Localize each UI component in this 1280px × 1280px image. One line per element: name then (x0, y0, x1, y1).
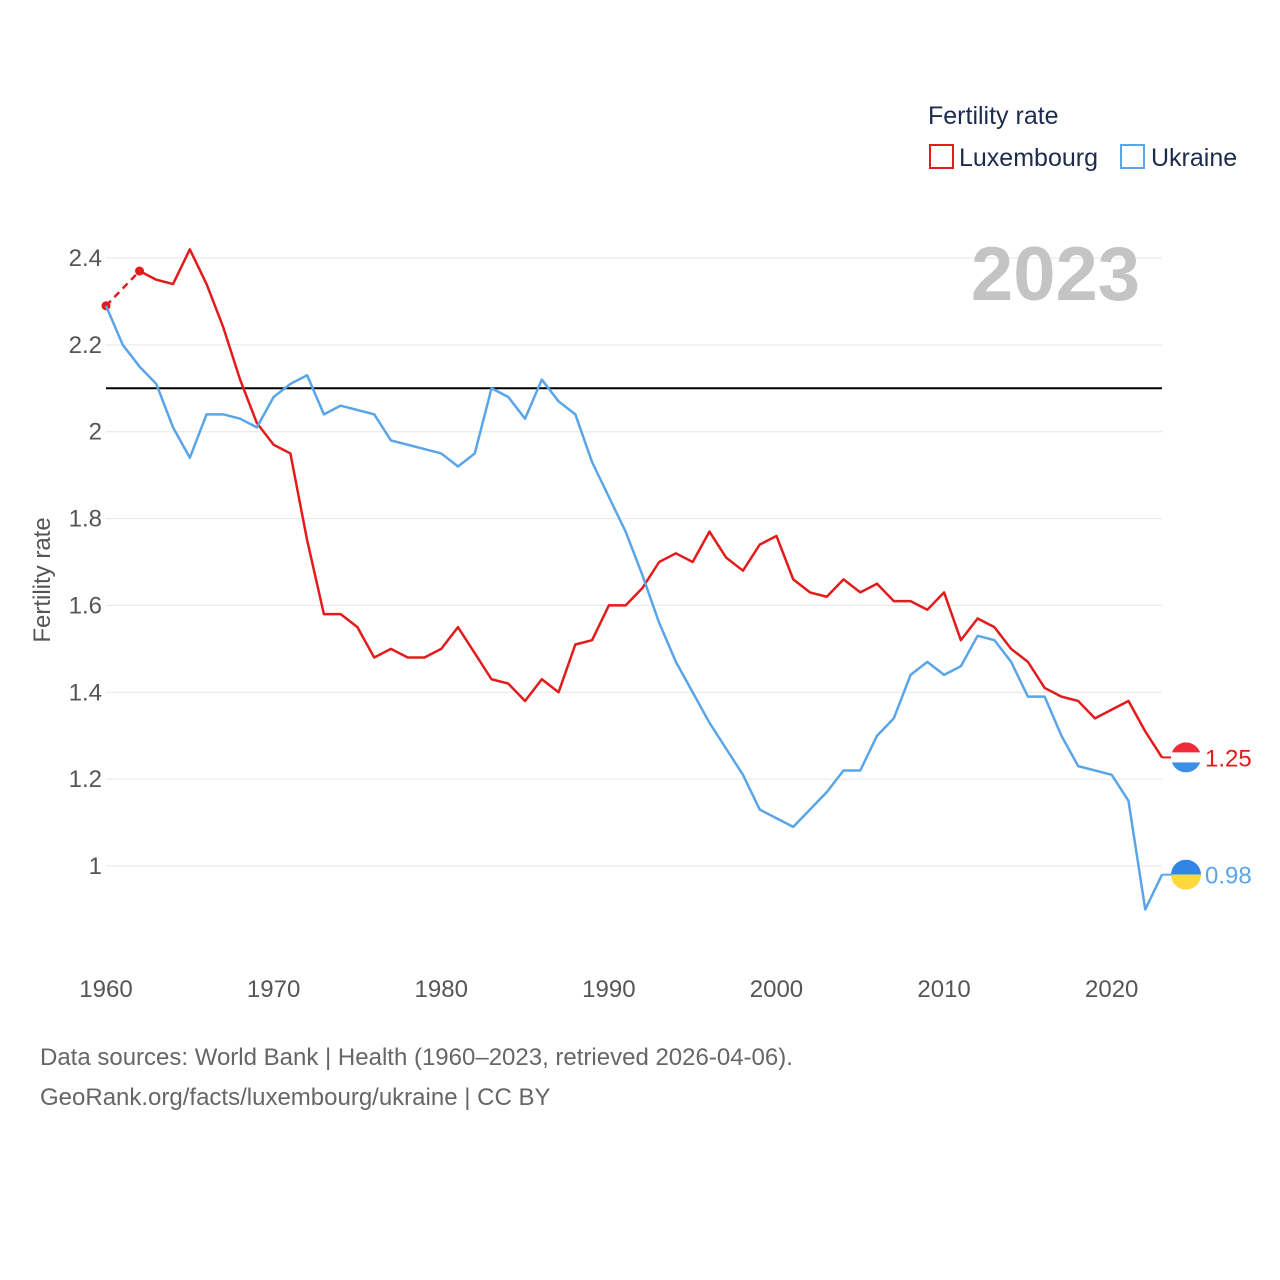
gridlines (106, 257, 1162, 867)
series-line-ukraine[interactable] (104, 305, 1164, 911)
legend-swatch-luxembourg[interactable] (929, 144, 954, 169)
x-tick-1960: 1960 (79, 976, 132, 1003)
x-tick-2020: 2020 (1085, 976, 1138, 1003)
legend-label-ukraine[interactable]: Ukraine (1151, 144, 1237, 172)
y-tick-1: 1 (89, 853, 102, 880)
end-value-ukraine: 0.98 (1205, 863, 1252, 890)
legend-title: Fertility rate (928, 102, 1059, 130)
y-tick-2: 2 (89, 419, 102, 446)
series-lines (101, 248, 1164, 911)
data-source-note: Data sources: World Bank | Health (1960–… (40, 1044, 793, 1071)
y-tick-1.4: 1.4 (69, 679, 102, 706)
legend-label-luxembourg[interactable]: Luxembourg (959, 144, 1098, 172)
credit-link[interactable]: GeoRank.org/facts/luxembourg/ukraine | C… (40, 1084, 551, 1111)
x-tick-labels: 1960 1970 1980 1990 2000 2010 2020 (79, 976, 1138, 1003)
x-tick-1990: 1990 (582, 976, 635, 1003)
y-tick-2.4: 2.4 (69, 245, 102, 272)
legend[interactable]: Fertility rate Luxembourg Ukraine (928, 102, 1237, 172)
x-tick-2010: 2010 (917, 976, 970, 1003)
y-tick-1.6: 1.6 (69, 592, 102, 619)
ukraine-flag-icon (1171, 859, 1201, 890)
x-tick-2000: 2000 (750, 976, 803, 1003)
y-axis-title: Fertility rate (29, 517, 56, 642)
luxembourg-flag-icon (1171, 742, 1201, 773)
series-line-luxembourg[interactable] (138, 248, 1164, 759)
legend-swatch-ukraine[interactable] (1120, 144, 1145, 169)
y-tick-1.8: 1.8 (69, 506, 102, 533)
x-tick-1970: 1970 (247, 976, 300, 1003)
end-value-luxembourg: 1.25 (1205, 745, 1252, 772)
y-tick-1.2: 1.2 (69, 766, 102, 793)
series-line-luxembourg-estimated (105, 270, 141, 307)
end-labels: 1.25 0.98 (1162, 742, 1252, 890)
current-year-label: 2023 (971, 232, 1140, 317)
y-tick-labels: 1 1.2 1.4 1.6 1.8 2 2.2 2.4 (69, 245, 102, 880)
y-tick-2.2: 2.2 (69, 332, 102, 359)
x-tick-1980: 1980 (415, 976, 468, 1003)
